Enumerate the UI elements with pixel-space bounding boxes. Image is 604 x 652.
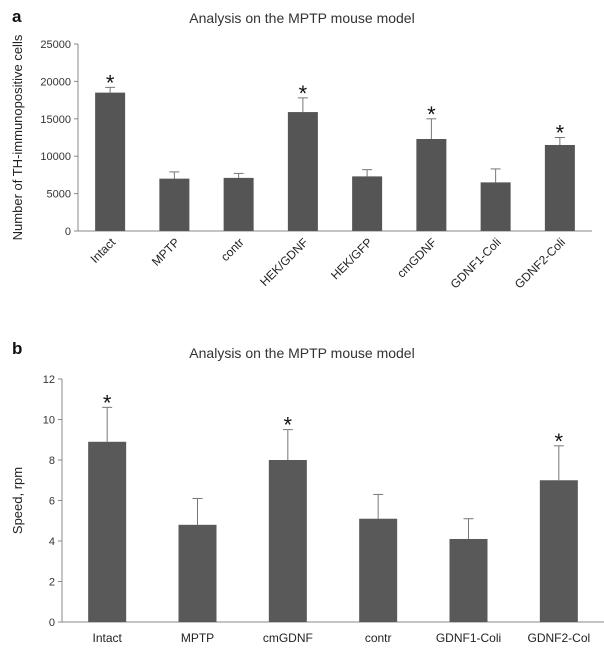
chart-panel-a: a Analysis on the MPTP mouse model Number …	[0, 0, 604, 318]
chart-a-bar	[223, 177, 254, 231]
chart-a-category-label: contr	[218, 235, 247, 264]
chart-b-bar	[88, 441, 127, 622]
chart-a-category-label: HEK/GDNF	[257, 235, 311, 289]
chart-b-category-label: cmGDNF	[263, 631, 313, 645]
chart-b-bar	[539, 480, 578, 622]
chart-a-category-label: Intact	[88, 235, 119, 266]
chart-a-ytick-label: 20000	[40, 76, 71, 88]
chart-b-panel-label: b	[12, 339, 22, 358]
chart-a-significance-marker: *	[427, 102, 436, 127]
chart-a-ytick-label: 5000	[47, 189, 71, 201]
chart-b-ylabel: Speed, rpm	[10, 467, 25, 534]
chart-b-category-label: GDNF1-Coli	[436, 631, 501, 645]
chart-b-svg: b Analysis on the MPTP mouse model Speed, …	[10, 339, 604, 645]
chart-a-svg: a Analysis on the MPTP mouse model Number …	[10, 7, 592, 291]
chart-a-bar	[480, 182, 511, 231]
chart-a-ylabel: Number of TH-immunopositive cells	[10, 34, 25, 240]
chart-b-ytick-label: 0	[49, 617, 55, 629]
chart-a-significance-marker: *	[299, 81, 308, 106]
chart-b-category-label: MPTP	[181, 631, 214, 645]
chart-a-bar	[95, 92, 126, 232]
chart-b-ytick-label: 6	[49, 496, 55, 508]
chart-a-category-label: GDNF2-Coli	[512, 235, 568, 291]
chart-a-category-label: MPTP	[149, 235, 182, 268]
chart-a-significance-marker: *	[556, 121, 565, 146]
chart-b-title: Analysis on the MPTP mouse model	[189, 345, 414, 361]
chart-a-bar	[287, 112, 318, 231]
chart-b-ytick-label: 8	[49, 455, 55, 467]
chart-a-category-label: cmGDNF	[394, 235, 439, 280]
chart-a-bar	[352, 176, 383, 231]
chart-a-title: Analysis on the MPTP mouse model	[189, 10, 414, 26]
chart-b-category-label: GDNF2-Col	[527, 631, 590, 645]
chart-b-ytick-label: 10	[43, 415, 55, 427]
chart-a-bar	[416, 138, 447, 231]
chart-a-significance-marker: *	[106, 70, 115, 95]
chart-a-ytick-label: 25000	[40, 39, 71, 51]
chart-a-ytick-label: 0	[65, 226, 71, 238]
chart-b-significance-marker: *	[284, 413, 293, 438]
chart-b-bar	[359, 518, 398, 622]
chart-a-panel-label: a	[12, 7, 22, 26]
chart-a-bar	[544, 144, 575, 231]
chart-a-bar	[159, 178, 190, 231]
chart-a-ytick-label: 10000	[40, 151, 71, 163]
chart-b-bar	[178, 524, 217, 622]
chart-b-significance-marker: *	[555, 429, 564, 454]
chart-a-category-label: GDNF1-Coli	[448, 235, 504, 291]
chart-b-significance-marker: *	[103, 390, 112, 415]
chart-b-category-label: Intact	[92, 631, 122, 645]
chart-a-ytick-label: 15000	[40, 114, 71, 126]
chart-b-bar	[449, 538, 488, 622]
chart-b-ytick-label: 12	[43, 374, 55, 386]
chart-b-ytick-label: 4	[49, 536, 55, 548]
chart-b-ytick-label: 2	[49, 577, 55, 589]
chart-b-bar	[268, 460, 307, 622]
chart-b-category-label: contr	[365, 631, 392, 645]
chart-a-category-label: HEK/GFP	[328, 235, 375, 282]
chart-panel-b: b Analysis on the MPTP mouse model Speed, …	[0, 330, 604, 647]
